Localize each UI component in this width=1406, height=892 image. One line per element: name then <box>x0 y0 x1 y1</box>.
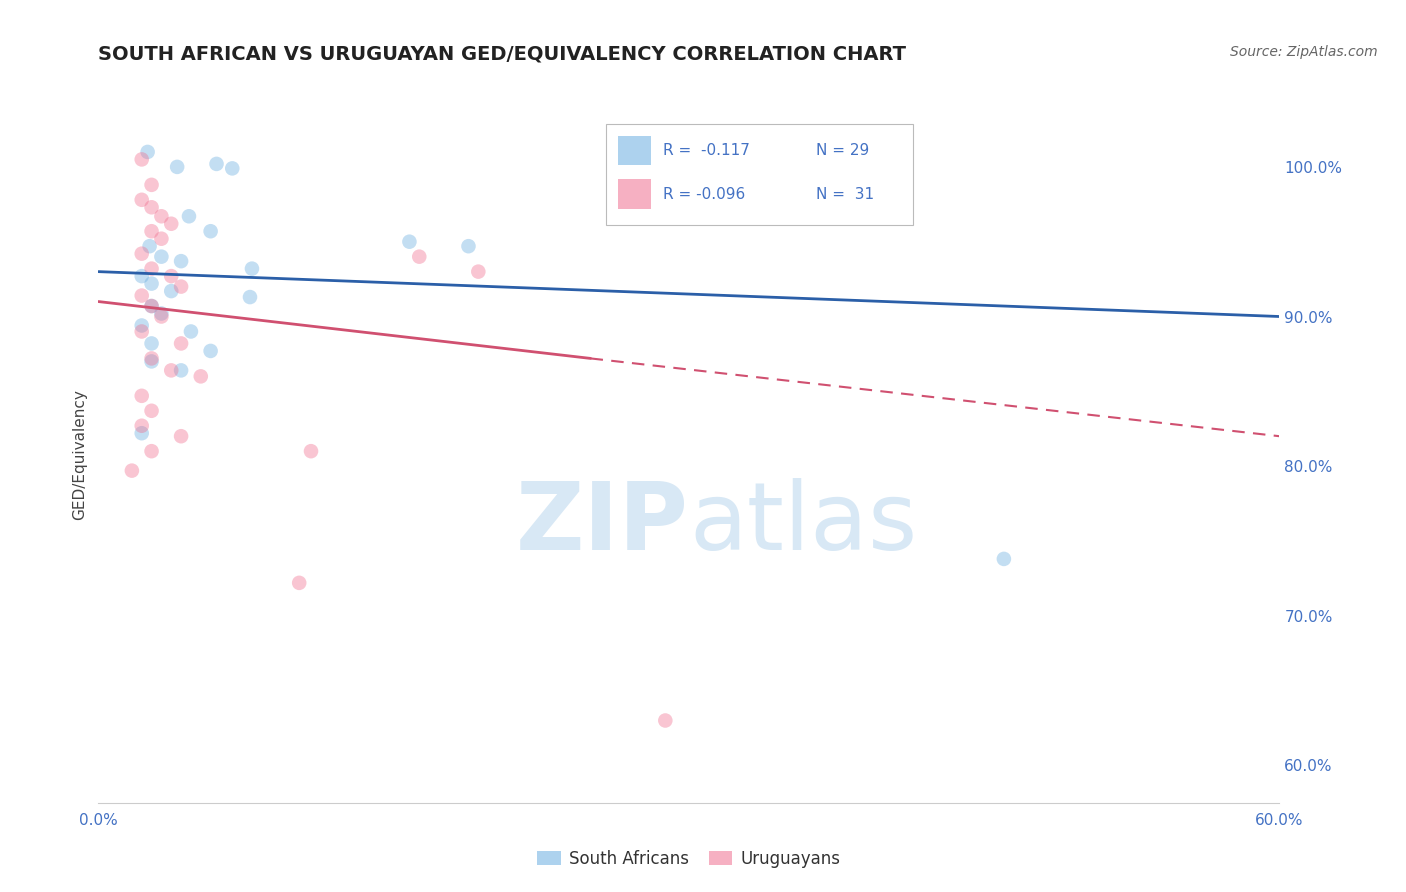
FancyBboxPatch shape <box>619 179 651 209</box>
Point <box>180 325 202 339</box>
Text: R = -0.096: R = -0.096 <box>664 186 745 202</box>
Point <box>141 277 163 291</box>
Point <box>141 404 163 418</box>
Point <box>170 429 193 443</box>
Point <box>408 250 430 264</box>
Point <box>141 444 163 458</box>
Point <box>170 363 193 377</box>
Point <box>638 158 661 172</box>
Y-axis label: GED/Equivalency: GED/Equivalency <box>72 390 87 520</box>
Text: ZIP: ZIP <box>516 478 689 571</box>
Point <box>138 239 160 253</box>
Point <box>150 250 173 264</box>
Point <box>288 575 311 590</box>
Point <box>467 265 489 279</box>
Point <box>993 552 1015 566</box>
Point <box>240 261 263 276</box>
Point <box>131 426 153 441</box>
Point <box>170 254 193 268</box>
Point <box>131 153 153 167</box>
Legend: South Africans, Uruguayans: South Africans, Uruguayans <box>530 843 848 874</box>
Text: Source: ZipAtlas.com: Source: ZipAtlas.com <box>1230 45 1378 59</box>
Point <box>150 310 173 324</box>
Point <box>150 209 173 223</box>
Text: SOUTH AFRICAN VS URUGUAYAN GED/EQUIVALENCY CORRELATION CHART: SOUTH AFRICAN VS URUGUAYAN GED/EQUIVALEN… <box>98 45 907 63</box>
Point <box>141 351 163 366</box>
Point <box>299 444 322 458</box>
Point <box>221 161 243 176</box>
Point <box>654 714 676 728</box>
Point <box>200 224 222 238</box>
Point <box>205 157 228 171</box>
Point <box>136 145 159 159</box>
Point <box>239 290 262 304</box>
Point <box>131 288 153 302</box>
Point <box>141 354 163 368</box>
Point <box>131 389 153 403</box>
Point <box>131 325 153 339</box>
Point <box>131 318 153 333</box>
Point <box>160 284 183 298</box>
Point <box>141 299 163 313</box>
Point <box>160 269 183 284</box>
Point <box>141 299 163 313</box>
Point <box>170 336 193 351</box>
Point <box>131 418 153 433</box>
Point <box>668 155 690 169</box>
Point <box>825 158 848 172</box>
Point <box>131 269 153 284</box>
Point <box>150 306 173 320</box>
Point <box>131 193 153 207</box>
Text: N = 29: N = 29 <box>817 144 870 159</box>
Point <box>141 200 163 214</box>
Text: atlas: atlas <box>689 478 917 571</box>
Point <box>121 464 143 478</box>
Point <box>150 232 173 246</box>
Point <box>200 343 222 358</box>
Point <box>141 178 163 192</box>
Point <box>141 261 163 276</box>
Point <box>177 209 200 223</box>
Point <box>170 279 193 293</box>
Point <box>457 239 479 253</box>
Point <box>131 246 153 260</box>
Text: N =  31: N = 31 <box>817 186 875 202</box>
Text: R =  -0.117: R = -0.117 <box>664 144 749 159</box>
Point <box>160 217 183 231</box>
Point <box>141 224 163 238</box>
Point <box>166 160 188 174</box>
Point <box>160 363 183 377</box>
Point <box>190 369 212 384</box>
FancyBboxPatch shape <box>606 124 914 226</box>
FancyBboxPatch shape <box>619 136 651 166</box>
Point <box>398 235 420 249</box>
Point <box>141 336 163 351</box>
